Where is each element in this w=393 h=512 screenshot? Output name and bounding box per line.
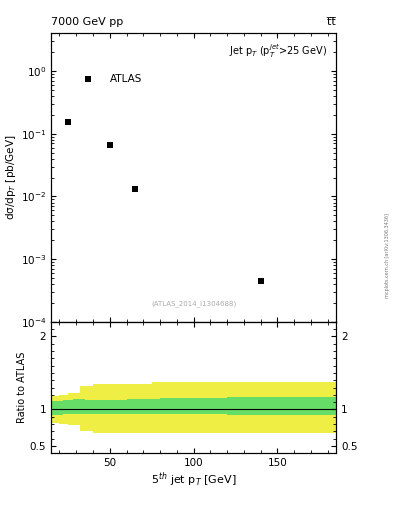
Y-axis label: Ratio to ATLAS: Ratio to ATLAS bbox=[17, 352, 27, 423]
Text: ATLAS: ATLAS bbox=[110, 74, 142, 84]
Y-axis label: dσ/dp$_T$ [pb/GeV]: dσ/dp$_T$ [pb/GeV] bbox=[4, 135, 18, 220]
Text: Jet p$_T$ (p$_T^{jet}$>25 GeV): Jet p$_T$ (p$_T^{jet}$>25 GeV) bbox=[230, 42, 327, 60]
Text: mcplots.cern.ch [arXiv:1306.3436]: mcplots.cern.ch [arXiv:1306.3436] bbox=[385, 214, 389, 298]
Text: t̅t̅: t̅t̅ bbox=[327, 16, 336, 27]
Text: (ATLAS_2014_I1304688): (ATLAS_2014_I1304688) bbox=[151, 301, 236, 308]
Text: 7000 GeV pp: 7000 GeV pp bbox=[51, 16, 123, 27]
X-axis label: 5$^{th}$ jet p$_T$ [GeV]: 5$^{th}$ jet p$_T$ [GeV] bbox=[151, 471, 236, 489]
